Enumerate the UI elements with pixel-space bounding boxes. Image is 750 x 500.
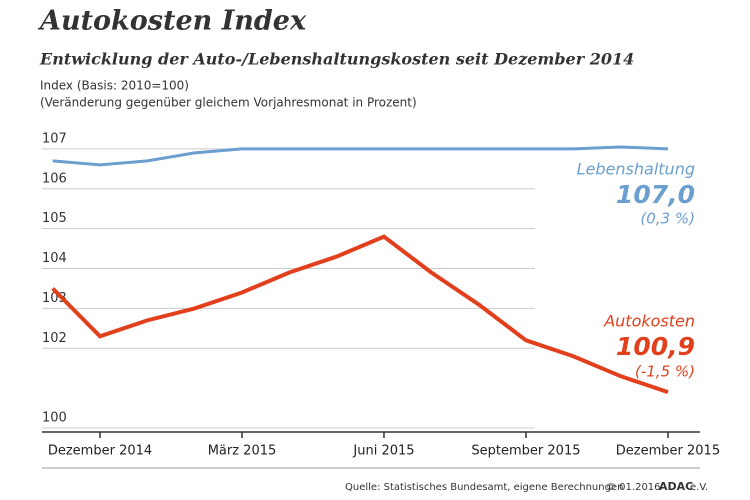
value-label: 100,9 bbox=[616, 332, 695, 361]
series-label: Autokosten bbox=[603, 312, 695, 331]
x-tick-label: September 2015 bbox=[471, 444, 580, 459]
brand: ADAC bbox=[659, 480, 693, 493]
x-tick-label: Juni 2015 bbox=[352, 444, 414, 459]
series-line bbox=[51, 234, 669, 395]
source: Quelle: Statistisches Bundesamt, eigene … bbox=[345, 482, 623, 493]
x-tick-label: Dezember 2014 bbox=[48, 444, 152, 459]
y-axis-note: (Veränderung gegenüber gleichem Vorjahre… bbox=[40, 96, 417, 110]
y-tick-label: 105 bbox=[42, 211, 67, 226]
series-label: Lebenshaltung bbox=[577, 160, 695, 179]
series-line bbox=[52, 145, 669, 167]
value-label: 107,0 bbox=[616, 180, 695, 209]
chart-title: Autokosten Index bbox=[37, 6, 307, 37]
y-tick-label: 104 bbox=[42, 251, 67, 266]
y-axis-label: Index (Basis: 2010=100) bbox=[40, 79, 189, 93]
chart-subtitle: Entwicklung der Auto-/Lebenshaltungskost… bbox=[39, 50, 634, 69]
y-tick-label: 102 bbox=[42, 331, 67, 346]
y-tick-label: 107 bbox=[42, 131, 67, 146]
date: © 01.2016 bbox=[606, 482, 661, 493]
change-label: (-1,5 %) bbox=[635, 363, 695, 381]
change-label: (0,3 %) bbox=[640, 210, 695, 228]
y-tick-label: 100 bbox=[42, 411, 67, 426]
brand-suffix: e.V. bbox=[690, 482, 708, 493]
y-tick-label: 106 bbox=[42, 171, 67, 186]
x-tick-label: Dezember 2015 bbox=[616, 444, 720, 459]
x-tick-label: März 2015 bbox=[208, 444, 277, 459]
